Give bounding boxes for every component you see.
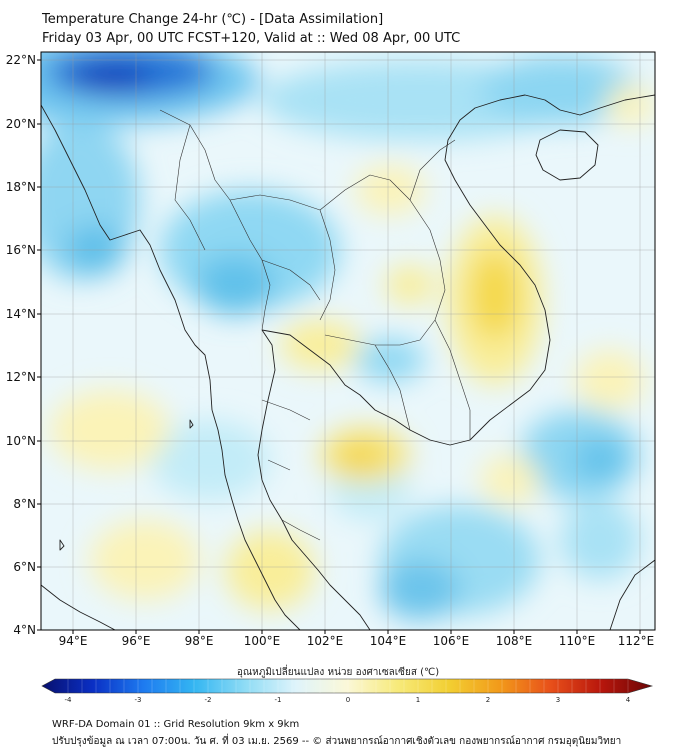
lat-label-10: 10°N — [6, 434, 36, 448]
colorbar-tick-m1: -1 — [275, 696, 282, 704]
plot-frame — [40, 51, 656, 631]
colorbar-tick-1: 1 — [416, 696, 420, 704]
colorbar: -4 -3 -2 -1 0 1 2 3 4 — [41, 678, 654, 704]
lat-label-22: 22°N — [6, 53, 36, 67]
colorbar-tick-2: 2 — [486, 696, 490, 704]
colorbar-tick-0: 0 — [346, 696, 350, 704]
lat-label-6: 6°N — [13, 560, 36, 574]
graticule — [41, 52, 655, 630]
colorbar-tick-3: 3 — [556, 696, 560, 704]
lat-label-12: 12°N — [6, 370, 36, 384]
colorbar-tick-m2: -2 — [205, 696, 212, 704]
footer-model-info: WRF-DA Domain 01 :: Grid Resolution 9km … — [52, 719, 300, 730]
lon-label-112: 112°E — [618, 634, 655, 648]
lat-label-14: 14°N — [6, 307, 36, 321]
colorbar-tick-m4: -4 — [65, 696, 73, 704]
lat-label-18: 18°N — [6, 180, 36, 194]
coastlines — [41, 94, 655, 630]
colorbar-tick-4: 4 — [626, 696, 631, 704]
lon-label-96: 96°E — [122, 634, 151, 648]
lon-label-106: 106°E — [433, 634, 470, 648]
admin-borders — [159, 109, 471, 541]
colorbar-label: อุณหภูมิเปลี่ยนแปลง หน่วย องศาเซลเซียส (… — [236, 667, 440, 678]
lon-label-98: 98°E — [185, 634, 214, 648]
map-title: Temperature Change 24-hr (℃) - [Data Ass… — [42, 12, 384, 27]
lon-label-104: 104°E — [370, 634, 407, 648]
footer-credit: ปรับปรุงข้อมูล ณ เวลา 07:00น. วัน ศ. ที่… — [52, 736, 622, 747]
lat-label-4: 4°N — [13, 623, 36, 637]
lon-label-94: 94°E — [59, 634, 88, 648]
lon-label-102: 102°E — [307, 634, 344, 648]
lat-label-16: 16°N — [6, 243, 36, 257]
lat-label-8: 8°N — [13, 497, 36, 511]
lon-label-110: 110°E — [559, 634, 596, 648]
map-subtitle: Friday 03 Apr, 00 UTC FCST+120, Valid at… — [42, 31, 461, 46]
temperature-field — [41, 52, 655, 630]
colorbar-tick-m3: -3 — [135, 696, 142, 704]
lat-label-20: 20°N — [6, 117, 36, 131]
lon-label-100: 100°E — [244, 634, 281, 648]
lon-label-108: 108°E — [496, 634, 533, 648]
